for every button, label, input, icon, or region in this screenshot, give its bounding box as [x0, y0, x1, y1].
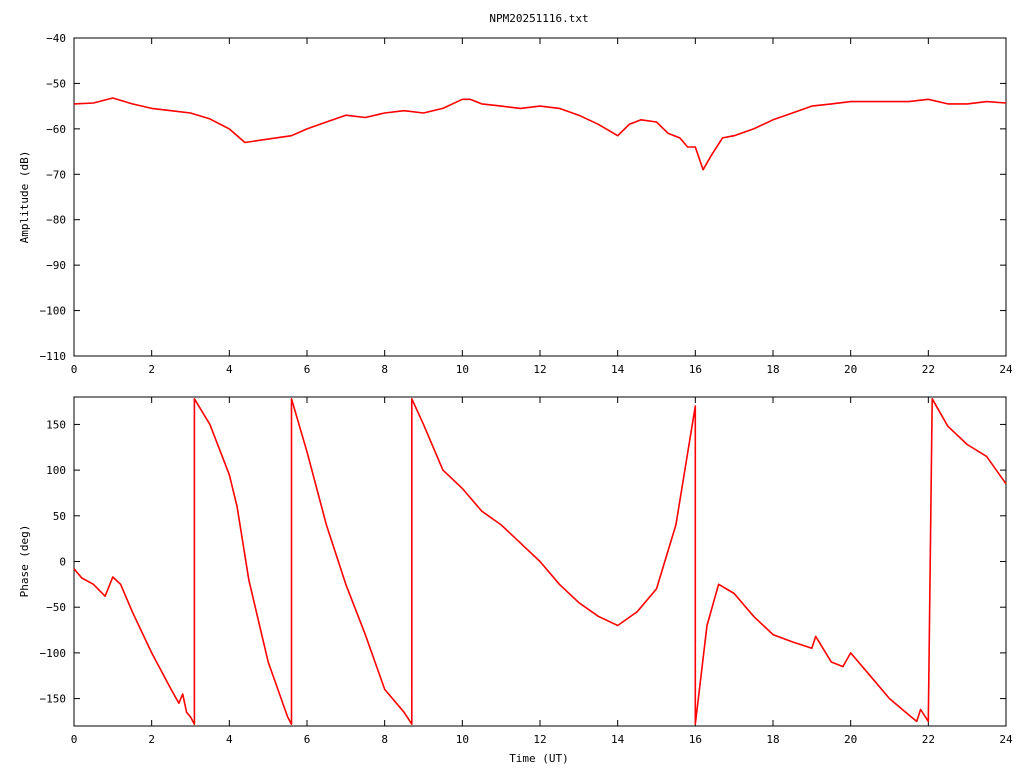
amplitude-y-tick-label: −100 [40, 305, 67, 318]
amplitude-tick-labels: 0 2 4 6 8 10 12 14 16 18 20 22 24−40−50−60−70−80−90−… [40, 32, 1013, 376]
amplitude-x-tick-label: 14 [611, 363, 625, 376]
amplitude-x-tick-label: 6 [304, 363, 311, 376]
phase-x-tick-label: 20 [844, 733, 857, 746]
phase-y-tick-label: 150 [46, 418, 66, 431]
phase-y-axis-label: Phase (deg) [18, 525, 31, 598]
phase-y-tick-label: −50 [46, 601, 66, 614]
phase-x-tick-label: 14 [611, 733, 625, 746]
phase-tick-labels: 0 2 4 6 8 10 12 14 16 18 20 22 24150100500−50−100−15… [40, 418, 1013, 746]
amplitude-series [73, 97, 1007, 171]
amplitude-x-tick-label: 2 [148, 363, 155, 376]
amplitude-y-tick-label: −40 [46, 32, 66, 45]
phase-x-tick-label: 22 [922, 733, 935, 746]
x-axis-label: Time (UT) [509, 752, 569, 765]
phase-x-tick-label: 10 [456, 733, 469, 746]
phase-x-tick-label: 4 [226, 733, 233, 746]
phase-y-tick-label: −100 [40, 647, 67, 660]
phase-y-tick-label: 100 [46, 464, 66, 477]
amplitude-y-tick-label: −80 [46, 214, 66, 227]
amplitude-x-tick-label: 8 [381, 363, 388, 376]
phase-x-tick-label: 6 [304, 733, 311, 746]
phase-panel: 0 2 4 6 8 10 12 14 16 18 20 22 24150100500−50−100−15… [18, 396, 1013, 765]
phase-y-tick-label: 0 [59, 556, 66, 569]
phase-ticks [73, 397, 1007, 726]
amplitude-x-tick-label: 16 [689, 363, 702, 376]
phase-x-tick-label: 18 [766, 733, 779, 746]
phase-x-tick-label: 2 [148, 733, 155, 746]
phase-x-tick-label: 24 [999, 733, 1013, 746]
amplitude-y-tick-label: −90 [46, 259, 66, 272]
amplitude-y-tick-label: −70 [46, 168, 66, 181]
amplitude-x-tick-label: 4 [226, 363, 233, 376]
phase-series-line [73, 398, 1007, 725]
amplitude-x-tick-label: 22 [922, 363, 935, 376]
phase-x-tick-label: 16 [689, 733, 702, 746]
amplitude-y-tick-label: −110 [40, 350, 67, 363]
amplitude-x-tick-label: 12 [533, 363, 546, 376]
amplitude-y-axis-label: Amplitude (dB) [18, 151, 31, 244]
amplitude-ticks [73, 37, 1007, 357]
amplitude-x-tick-label: 10 [456, 363, 469, 376]
amplitude-x-tick-label: 0 [71, 363, 78, 376]
phase-y-tick-label: −150 [40, 693, 67, 706]
amplitude-y-tick-label: −50 [46, 77, 66, 90]
amplitude-x-tick-label: 20 [844, 363, 857, 376]
amplitude-x-tick-label: 18 [766, 363, 779, 376]
phase-series [73, 398, 1007, 725]
phase-x-tick-label: 8 [381, 733, 388, 746]
amplitude-x-tick-label: 24 [999, 363, 1013, 376]
phase-y-tick-label: 50 [53, 510, 66, 523]
phase-x-tick-label: 12 [533, 733, 546, 746]
amplitude-panel: NPM20251116.txt 0 2 4 6 8 10 12 14 16 18 20 22 24−40… [18, 12, 1013, 376]
chart-title: NPM20251116.txt [489, 12, 588, 25]
amplitude-y-tick-label: −60 [46, 123, 66, 136]
phase-x-tick-label: 0 [71, 733, 78, 746]
amplitude-series-line [73, 97, 1007, 171]
